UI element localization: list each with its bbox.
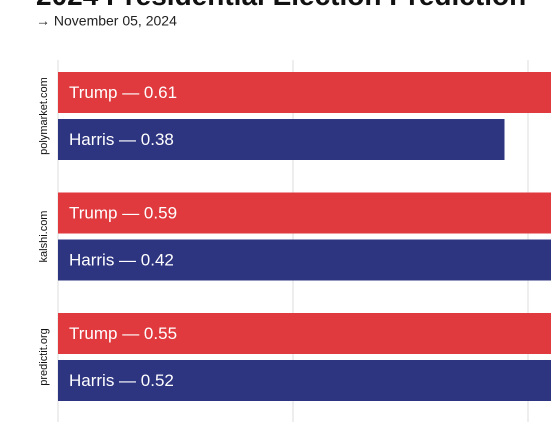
- category-label: predictit.org: [38, 328, 50, 385]
- category-label: kalshi.com: [38, 211, 50, 263]
- bar-label: Trump — 0.55: [69, 324, 177, 343]
- bar-label: Trump — 0.61: [69, 83, 177, 102]
- bar-label: Trump — 0.59: [69, 203, 177, 222]
- bar: [58, 192, 551, 234]
- bar: [58, 313, 551, 354]
- bar: [58, 239, 551, 281]
- chart-subtitle: → November 05, 2024: [36, 13, 177, 29]
- bar-label: Harris — 0.52: [69, 371, 174, 390]
- bar-label: Harris — 0.38: [69, 130, 174, 149]
- chart-title: 2024 Presidential Election Prediction: [36, 0, 526, 11]
- bar: [58, 360, 551, 401]
- bar-label: Harris — 0.42: [69, 250, 174, 269]
- bar: [58, 72, 551, 113]
- bar: [58, 119, 505, 160]
- category-label: polymarket.com: [38, 77, 50, 155]
